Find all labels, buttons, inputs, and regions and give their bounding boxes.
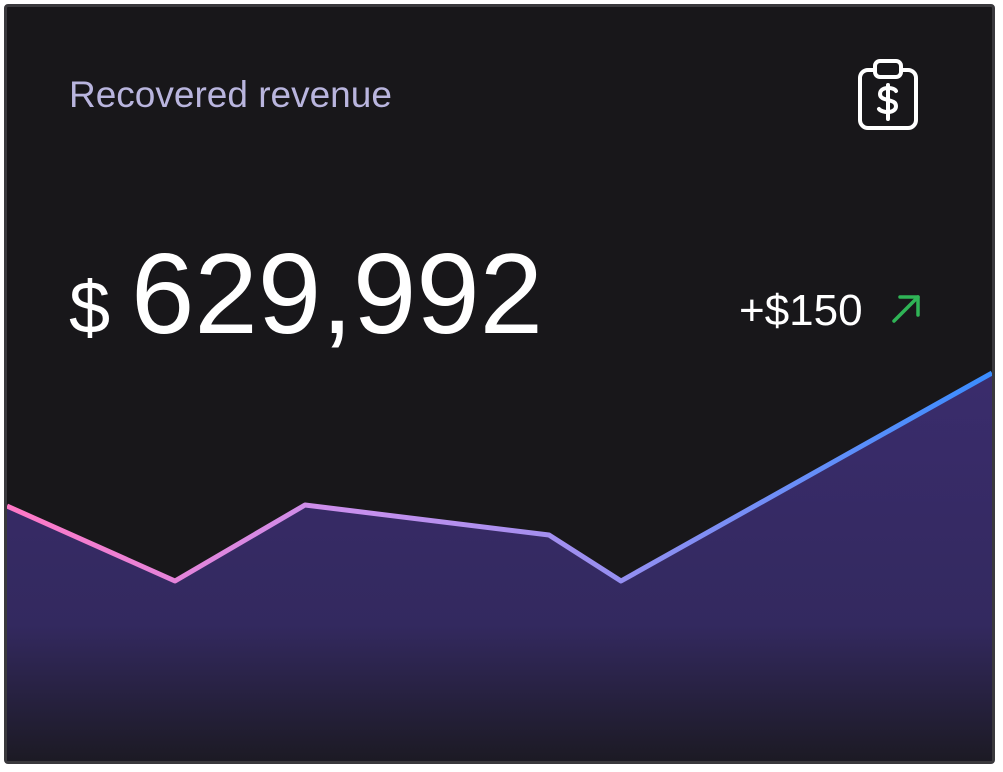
card-graphic: Recovered revenue $ 629,992 +$150 xyxy=(7,59,992,761)
revenue-card: Recovered revenue $ 629,992 +$150 xyxy=(4,4,995,764)
card-title: Recovered revenue xyxy=(69,74,392,115)
currency-symbol: $ xyxy=(69,266,110,349)
trend-up-arrow xyxy=(892,295,920,323)
sparkline-area xyxy=(7,373,992,761)
clipboard-dollar-icon xyxy=(858,59,918,130)
sparkline xyxy=(7,370,992,761)
change-value: +$150 xyxy=(739,286,863,335)
sparkline-line xyxy=(7,370,992,584)
metric-value: 629,992 xyxy=(131,231,543,358)
